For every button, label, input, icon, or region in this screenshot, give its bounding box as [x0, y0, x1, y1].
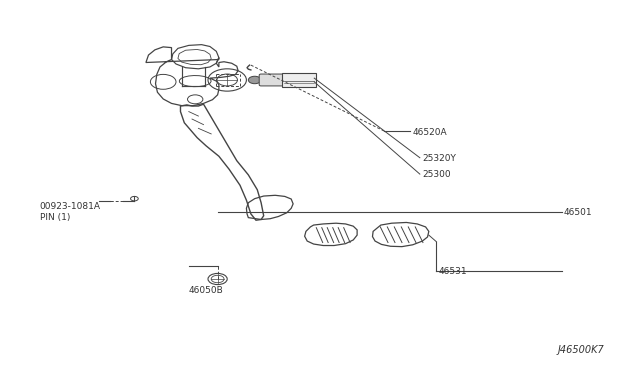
Text: 25300: 25300 [422, 170, 451, 179]
Circle shape [248, 76, 261, 84]
Text: 46520A: 46520A [413, 128, 447, 137]
FancyBboxPatch shape [282, 73, 316, 87]
Text: 25320Y: 25320Y [422, 154, 456, 163]
Text: PIN (1): PIN (1) [40, 213, 70, 222]
Text: 46050B: 46050B [189, 286, 223, 295]
Text: 46531: 46531 [438, 267, 467, 276]
Text: 00923-1081A: 00923-1081A [40, 202, 100, 211]
Text: 46501: 46501 [563, 208, 592, 217]
Text: J46500K7: J46500K7 [558, 345, 605, 355]
FancyBboxPatch shape [259, 74, 285, 86]
